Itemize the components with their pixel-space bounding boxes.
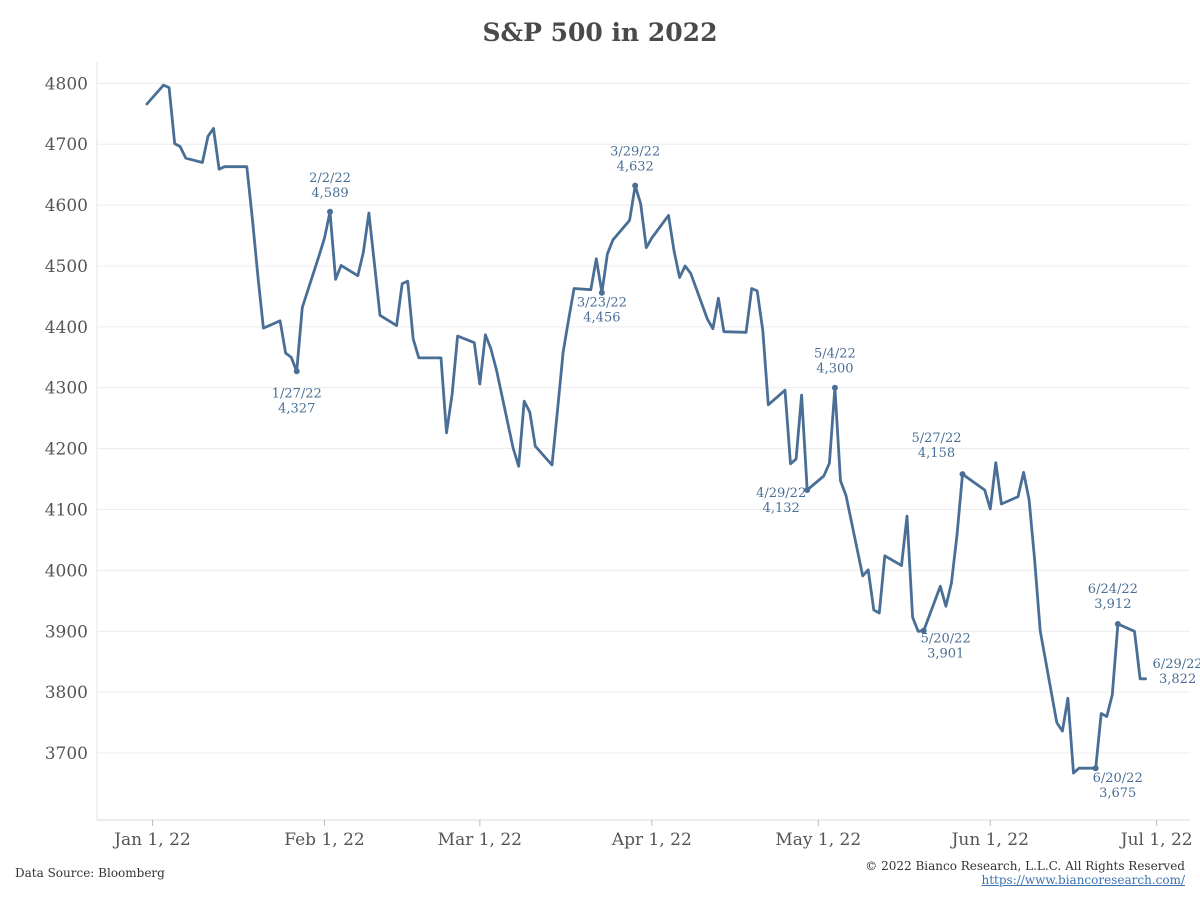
- annotation-point: [804, 487, 811, 494]
- annotation-date-label: 6/24/22: [1088, 582, 1138, 597]
- x-tick-label: Feb 1, 22: [284, 830, 364, 850]
- annotation-point: [959, 471, 966, 478]
- annotation-date-label: 5/20/22: [921, 632, 971, 647]
- data-source-note: Data Source: Bloomberg: [15, 866, 165, 880]
- y-tick-label: 4200: [45, 440, 88, 460]
- gridlines: [97, 82, 1190, 754]
- annotation-point: [1092, 765, 1099, 772]
- series-layer: [145, 83, 1147, 775]
- annotation-date-label: 6/20/22: [1093, 771, 1143, 786]
- sp500-series-line: [145, 83, 1147, 775]
- annotation-date-label: 5/27/22: [911, 431, 961, 446]
- x-tick-label: Apr 1, 22: [611, 830, 692, 850]
- annotation-date-label: 2/2/22: [309, 171, 351, 186]
- annotation-value-label: 4,158: [918, 446, 955, 461]
- annotation-value-label: 4,632: [617, 160, 654, 175]
- annotation-value-label: 4,327: [278, 401, 315, 416]
- y-tick-label: 4600: [45, 196, 88, 216]
- annotation-value-label: 4,132: [763, 501, 800, 516]
- annotation-value-label: 4,300: [816, 362, 853, 377]
- website-link[interactable]: https://www.biancoresearch.com/: [981, 873, 1185, 887]
- y-tick-label: 4300: [45, 379, 88, 399]
- annotation-date-label: 1/27/22: [272, 386, 322, 401]
- annotation-point: [920, 627, 927, 634]
- x-tick-label: May 1, 22: [775, 830, 861, 850]
- annotation-point: [327, 208, 334, 215]
- y-tick-label: 3900: [45, 622, 88, 642]
- annotation-point: [831, 384, 838, 391]
- x-tick-label: Jun 1, 22: [950, 830, 1029, 850]
- copyright-note: © 2022 Bianco Research, L.L.C. All Right…: [865, 859, 1185, 873]
- y-tick-label: 4500: [45, 257, 88, 277]
- x-tick-label: Jan 1, 22: [112, 830, 191, 850]
- y-tick-label: 4000: [45, 561, 88, 581]
- annotation-point: [598, 289, 605, 296]
- y-tick-label: 3800: [45, 683, 88, 703]
- annotation-date-label: 4/29/22: [756, 486, 806, 501]
- x-tick-label: Mar 1, 22: [438, 830, 522, 850]
- y-tick-label: 4700: [45, 135, 88, 155]
- y-tick-label: 4100: [45, 500, 88, 520]
- annotation-value-label: 4,589: [311, 186, 348, 201]
- axes: 3700 3800 3900 4000 4100 4200 4300 4400 4500 4600…: [45, 62, 1193, 850]
- annotation-date-label: 3/29/22: [610, 145, 660, 160]
- annotation-date-label: 3/23/22: [577, 296, 627, 311]
- annotation-value-label: 4,456: [583, 311, 620, 326]
- annotation-point: [1114, 620, 1121, 627]
- annotations: 1/27/224,327 2/2/224,589 3/23/224,456 3/29/…: [272, 145, 1200, 802]
- annotation-point: [632, 182, 639, 189]
- x-tick-label: Jul 1, 22: [1119, 830, 1193, 850]
- y-tick-label: 3700: [45, 744, 88, 764]
- annotation-value-label: 3,822: [1159, 672, 1196, 687]
- annotation-value-label: 3,901: [927, 647, 964, 662]
- y-tick-label: 4400: [45, 318, 88, 338]
- annotation-value-label: 3,912: [1094, 597, 1131, 612]
- annotation-value-label: 3,675: [1099, 786, 1136, 801]
- annotation-date-label: 6/29/22: [1153, 657, 1200, 672]
- annotation-date-label: 5/4/22: [814, 347, 856, 362]
- chart-title: S&P 500 in 2022: [482, 18, 718, 47]
- annotation-point: [293, 368, 300, 375]
- y-tick-label: 4800: [45, 74, 88, 94]
